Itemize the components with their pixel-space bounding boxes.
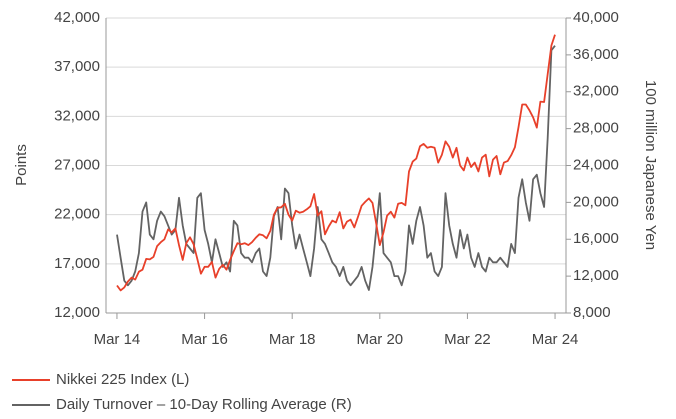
- x-tick-label: Mar 18: [269, 331, 316, 348]
- y2-tick-label: 12,000: [573, 267, 619, 284]
- y-tick-label: 27,000: [54, 156, 100, 173]
- x-tick-label: Mar 16: [181, 331, 228, 348]
- y-tick-label: 42,000: [54, 9, 100, 26]
- y-axis-label: Points: [13, 144, 30, 186]
- y2-tick-label: 24,000: [573, 156, 619, 173]
- y2-tick-label: 20,000: [573, 193, 619, 210]
- y-tick-label: 12,000: [54, 304, 100, 321]
- y2-tick-label: 16,000: [573, 230, 619, 247]
- x-tick-label: Mar 20: [356, 331, 403, 348]
- y2-axis-label: 100 million Japanese Yen: [642, 80, 659, 250]
- series-line: [116, 34, 556, 292]
- y-tick-label: 37,000: [54, 58, 100, 75]
- series-line: [116, 45, 556, 291]
- y2-tick-label: 28,000: [573, 120, 619, 137]
- x-tick-label: Mar 22: [444, 331, 491, 348]
- y2-tick-label: 36,000: [573, 46, 619, 63]
- x-tick-label: Mar 14: [94, 331, 141, 348]
- y-tick-label: 22,000: [54, 206, 100, 223]
- y2-tick-label: 40,000: [573, 9, 619, 26]
- legend-label: Daily Turnover – 10-Day Rolling Average …: [56, 396, 352, 413]
- y-tick-label: 17,000: [54, 255, 100, 272]
- x-tick-label: Mar 24: [532, 331, 579, 348]
- y2-tick-label: 8,000: [573, 304, 611, 321]
- legend-label: Nikkei 225 Index (L): [56, 371, 189, 388]
- y2-tick-label: 32,000: [573, 83, 619, 100]
- y-tick-label: 32,000: [54, 107, 100, 124]
